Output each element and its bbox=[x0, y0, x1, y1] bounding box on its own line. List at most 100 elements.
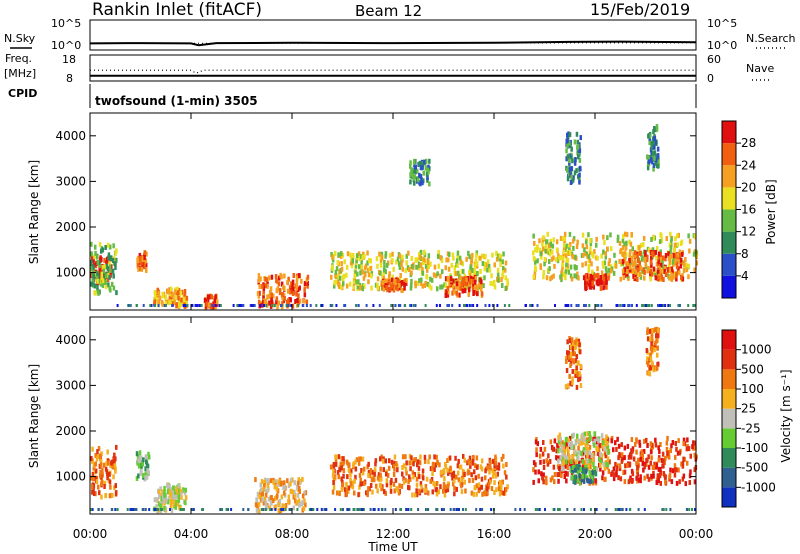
range-gate-cell bbox=[655, 261, 659, 267]
range-gate-cell bbox=[608, 459, 611, 465]
range-gate-cell bbox=[425, 158, 428, 164]
range-gate-cell bbox=[437, 263, 440, 269]
range-gate-cell bbox=[601, 470, 605, 476]
range-gate-cell bbox=[667, 454, 671, 460]
range-gate-cell bbox=[575, 265, 578, 270]
range-gate-cell bbox=[671, 273, 675, 279]
near-range-cell bbox=[352, 508, 355, 511]
range-gate-cell bbox=[659, 232, 662, 238]
range-gate-cell bbox=[564, 470, 567, 476]
range-gate-cell bbox=[630, 232, 633, 237]
range-gate-cell bbox=[669, 467, 672, 473]
range-gate-cell bbox=[166, 499, 170, 505]
range-gate-cell bbox=[643, 269, 646, 275]
range-gate-cell bbox=[183, 289, 187, 294]
near-range-cell bbox=[457, 508, 460, 511]
range-gate-cell bbox=[302, 298, 306, 304]
range-gate-cell bbox=[638, 477, 641, 483]
range-gate-cell bbox=[390, 459, 394, 465]
range-gate-cell bbox=[563, 449, 567, 455]
range-gate-cell bbox=[532, 233, 535, 239]
range-gate-cell bbox=[138, 450, 142, 456]
range-gate-cell bbox=[446, 458, 449, 463]
range-gate-cell bbox=[577, 445, 580, 451]
date-label: 15/Feb/2019 bbox=[590, 0, 690, 19]
near-range-cell bbox=[409, 304, 412, 307]
range-gate-cell bbox=[636, 465, 639, 471]
range-gate-cell bbox=[428, 283, 431, 289]
range-gate-cell bbox=[256, 503, 260, 509]
range-gate-cell bbox=[96, 254, 99, 260]
range-gate-cell bbox=[655, 333, 658, 339]
colorbar-segment bbox=[722, 349, 736, 370]
range-gate-cell bbox=[178, 290, 181, 295]
range-gate-cell bbox=[666, 450, 669, 456]
range-gate-cell bbox=[301, 476, 304, 482]
range-gate-cell bbox=[398, 253, 402, 259]
range-gate-cell bbox=[330, 252, 333, 257]
range-gate-cell bbox=[496, 267, 500, 273]
range-gate-cell bbox=[652, 328, 655, 334]
range-gate-cell bbox=[269, 291, 272, 297]
range-gate-cell bbox=[649, 336, 652, 342]
range-gate-cell bbox=[498, 253, 502, 259]
range-gate-cell bbox=[541, 476, 545, 481]
nsearch-label: N.Search bbox=[746, 32, 796, 45]
range-gate-cell bbox=[681, 476, 685, 482]
range-gate-cell bbox=[569, 351, 573, 357]
range-gate-cell bbox=[636, 276, 639, 282]
range-gate-cell bbox=[561, 262, 564, 267]
cpid-text: twofsound (1-min) 3505 bbox=[95, 94, 258, 108]
range-gate-cell bbox=[146, 463, 150, 469]
near-range-cell bbox=[621, 508, 624, 511]
range-gate-cell bbox=[660, 238, 663, 243]
range-gate-cell bbox=[444, 276, 448, 282]
near-range-cell bbox=[514, 508, 517, 511]
near-range-cell bbox=[259, 304, 262, 307]
range-gate-cell bbox=[396, 283, 399, 289]
range-gate-cell bbox=[618, 453, 622, 459]
range-gate-cell bbox=[579, 166, 582, 172]
range-gate-cell bbox=[569, 264, 573, 270]
range-gate-cell bbox=[393, 279, 396, 285]
range-gate-cell bbox=[90, 475, 93, 481]
range-gate-cell bbox=[550, 274, 554, 280]
range-gate-cell bbox=[113, 463, 117, 469]
range-gate-cell bbox=[656, 246, 659, 251]
range-gate-cell bbox=[641, 461, 644, 467]
range-gate-cell bbox=[625, 271, 629, 277]
range-gate-cell bbox=[488, 267, 492, 273]
range-gate-cell bbox=[395, 486, 398, 491]
range-gate-cell bbox=[361, 269, 364, 275]
range-gate-cell bbox=[612, 447, 615, 453]
range-gate-cell bbox=[179, 302, 182, 308]
range-gate-cell bbox=[632, 273, 635, 279]
near-range-cell bbox=[270, 508, 273, 511]
near-range-cell bbox=[630, 304, 633, 307]
near-range-cell bbox=[570, 304, 573, 307]
range-gate-cell bbox=[416, 177, 420, 183]
range-gate-cell bbox=[166, 483, 169, 488]
range-gate-cell bbox=[562, 249, 565, 255]
colorbar-tick-label: 100 bbox=[741, 382, 764, 396]
range-gate-cell bbox=[402, 479, 406, 485]
range-gate-cell bbox=[626, 261, 629, 267]
range-gate-cell bbox=[650, 337, 653, 343]
range-gate-cell bbox=[617, 475, 620, 481]
range-gate-cell bbox=[616, 436, 619, 442]
range-gate-cell bbox=[363, 283, 366, 289]
range-gate-cell bbox=[90, 259, 93, 265]
range-gate-cell bbox=[142, 457, 145, 463]
near-range-cell bbox=[524, 304, 527, 307]
range-gate-cell bbox=[650, 140, 654, 146]
range-gate-cell bbox=[639, 456, 642, 462]
range-gate-cell bbox=[645, 348, 649, 353]
range-gate-cell bbox=[675, 271, 678, 277]
range-gate-cell bbox=[694, 445, 697, 451]
range-gate-cell bbox=[637, 271, 640, 277]
range-gate-cell bbox=[111, 281, 114, 287]
range-gate-cell bbox=[574, 449, 577, 455]
range-gate-cell bbox=[593, 431, 596, 437]
range-gate-cell bbox=[553, 479, 556, 485]
range-gate-cell bbox=[566, 339, 569, 345]
